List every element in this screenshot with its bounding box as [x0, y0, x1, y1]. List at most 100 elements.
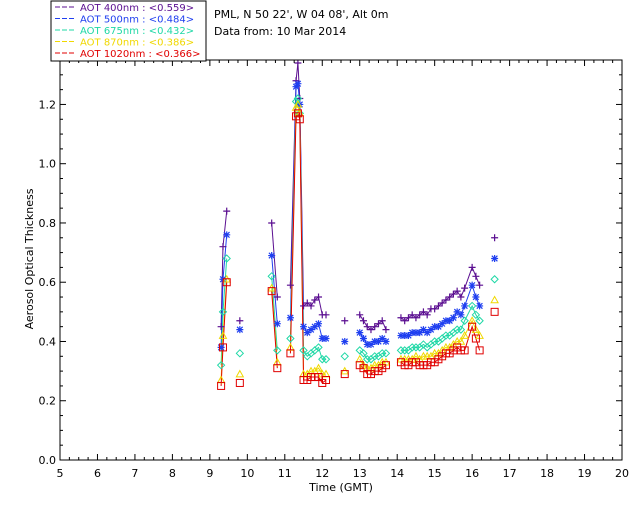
legend-label: AOT 500nm : <0.484> — [80, 15, 194, 26]
legend-box — [50, 0, 207, 62]
diamond-marker — [222, 254, 231, 263]
diamond-marker — [216, 360, 226, 370]
asterisk-marker — [423, 329, 431, 337]
series-1-markers — [217, 59, 499, 334]
square-marker — [218, 343, 227, 352]
plus-marker — [397, 314, 405, 322]
square-marker — [286, 349, 295, 358]
triangle-marker — [471, 325, 481, 333]
plus-marker — [223, 207, 231, 215]
diamond-marker — [370, 352, 379, 361]
series-5-markers — [217, 109, 499, 390]
asterisk-marker — [322, 335, 330, 343]
series-line — [359, 358, 386, 369]
square-marker — [273, 364, 282, 373]
asterisk-marker — [476, 302, 484, 310]
x-tick-label: 18 — [540, 467, 554, 480]
plus-marker — [300, 302, 308, 310]
asterisk-marker — [292, 83, 300, 91]
legend-label: AOT 1020nm : <0.366> — [80, 49, 200, 60]
square-marker — [267, 287, 276, 296]
y-tick-label: 1.0 — [39, 158, 57, 171]
plus-marker — [404, 314, 412, 322]
diamond-marker — [400, 346, 409, 355]
triangle-marker — [218, 331, 228, 339]
series-line — [271, 276, 278, 351]
plus-marker — [236, 317, 244, 325]
x-tick-label: 15 — [428, 467, 442, 480]
x-tick-label: 6 — [94, 467, 101, 480]
plus-marker — [219, 243, 227, 251]
asterisk-marker — [286, 314, 294, 322]
square-marker — [295, 115, 304, 124]
plus-marker — [363, 323, 371, 331]
square-marker — [217, 381, 226, 390]
plus-marker — [322, 311, 330, 319]
diamond-marker — [314, 343, 323, 352]
plus-marker — [268, 219, 276, 227]
plus-marker — [294, 59, 302, 67]
diamond-marker — [359, 349, 368, 358]
plus-marker — [356, 311, 364, 319]
plus-marker — [359, 317, 367, 325]
diamond-marker — [267, 272, 276, 281]
y-tick-label: 0.4 — [39, 335, 57, 348]
plus-marker — [303, 299, 311, 307]
diamond-marker — [293, 94, 303, 103]
y-tick-label: 0.8 — [39, 217, 57, 230]
asterisk-marker — [382, 337, 390, 345]
plus-marker — [315, 293, 323, 301]
diamond-marker — [441, 331, 451, 340]
plus-marker — [367, 326, 375, 334]
asterisk-marker — [374, 337, 382, 345]
asterisk-marker — [217, 343, 225, 351]
diamond-marker — [475, 316, 484, 325]
y-axis: 0.0 0.2 0.4 0.6 0.8 1.0 1.2 — [39, 74, 622, 467]
plus-marker — [457, 293, 465, 301]
asterisk-marker — [397, 332, 405, 340]
date-info: Data from: 10 Mar 2014 — [214, 25, 346, 38]
plus-marker — [273, 293, 281, 301]
asterisk-marker — [446, 317, 454, 325]
asterisk-marker — [419, 326, 427, 334]
legend-label: AOT 675nm : <0.432> — [80, 26, 194, 37]
series-line — [271, 291, 278, 369]
plus-marker — [472, 272, 480, 280]
diamond-marker — [381, 349, 391, 358]
asterisk-marker — [363, 340, 371, 348]
asterisk-marker — [223, 231, 231, 239]
asterisk-marker — [412, 329, 420, 337]
legend: AOT 400nm : <0.559>AOT 500nm : <0.484>AO… — [50, 0, 207, 62]
plus-marker — [416, 311, 424, 319]
asterisk-marker — [472, 293, 480, 301]
plus-marker — [461, 284, 469, 292]
y-tick-label: 1.2 — [39, 98, 57, 111]
diamond-marker — [430, 337, 439, 346]
square-marker — [235, 378, 244, 387]
x-tick-label: 16 — [465, 467, 479, 480]
asterisk-marker — [416, 329, 424, 337]
plus-marker — [442, 296, 450, 304]
diamond-marker — [235, 349, 245, 358]
asterisk-marker — [453, 308, 461, 316]
asterisk-marker — [307, 326, 315, 334]
legend-items: AOT 400nm : <0.559>AOT 500nm : <0.484>AO… — [55, 3, 200, 60]
plus-marker — [423, 311, 431, 319]
x-tick-label: 19 — [578, 467, 592, 480]
asterisk-marker — [438, 320, 446, 328]
plus-marker — [468, 263, 476, 271]
plus-marker — [438, 299, 446, 307]
diamond-marker — [419, 340, 428, 349]
x-tick-label: 8 — [169, 467, 176, 480]
plus-marker — [449, 290, 457, 298]
diamond-marker — [467, 301, 477, 311]
x-tick-label: 10 — [240, 467, 254, 480]
series-line — [271, 222, 278, 298]
asterisk-marker — [311, 323, 319, 331]
diamond-marker — [456, 325, 466, 334]
asterisk-marker — [300, 323, 308, 331]
diamond-marker — [452, 325, 462, 334]
x-tick-label: 14 — [390, 467, 404, 480]
asterisk-marker — [359, 335, 367, 343]
